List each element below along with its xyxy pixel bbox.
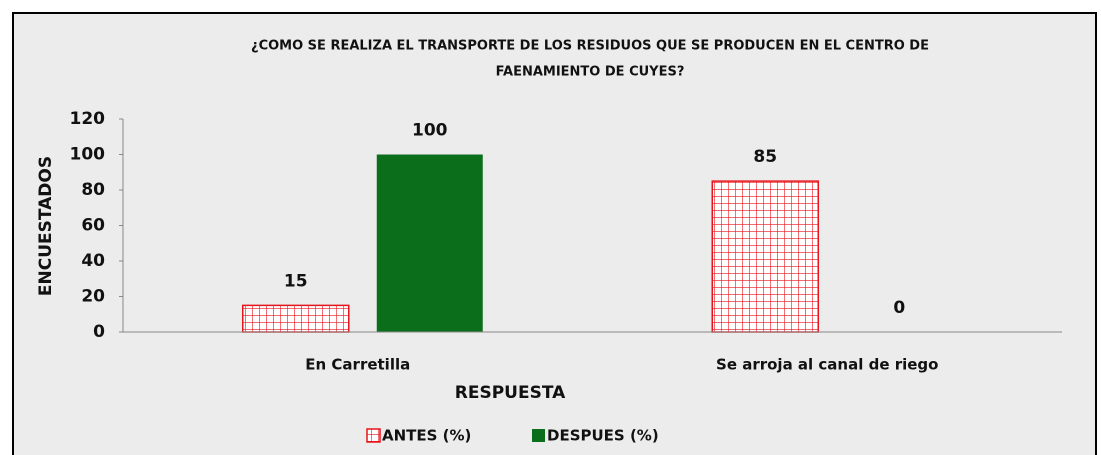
y-tick-label: 40 [81,251,105,271]
bar [242,304,350,333]
legend-swatch [532,429,545,442]
value-label: 15 [284,271,308,291]
chart-frame [12,12,1097,455]
bar [711,180,819,333]
legend-label: ANTES (%) [382,427,471,445]
y-tick-label: 120 [70,109,106,129]
x-axis-label: RESPUESTA [455,383,566,403]
y-tick-label: 20 [81,287,105,307]
y-tick-label: 0 [93,322,105,342]
value-label: 100 [412,121,448,141]
value-label: 85 [753,147,777,167]
value-label: 0 [893,298,905,318]
chart-title: FAENAMIENTO DE CUYES? [496,65,685,80]
legend-swatch [366,428,381,443]
bar [376,154,483,332]
y-axis-label: ENCUESTADOS [36,156,56,296]
legend-label: DESPUES (%) [547,427,659,445]
y-tick-label: 60 [81,216,105,236]
y-tick-label: 80 [81,180,105,200]
x-tick-label: Se arroja al canal de riego [716,356,938,374]
chart-title: ¿COMO SE REALIZA EL TRANSPORTE DE LOS RE… [251,39,929,54]
x-tick-label: En Carretilla [305,356,410,374]
y-tick-label: 100 [70,145,106,165]
